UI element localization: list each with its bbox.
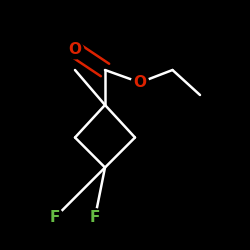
Circle shape	[66, 41, 84, 59]
Circle shape	[131, 74, 149, 91]
Text: F: F	[90, 210, 100, 225]
Text: O: O	[134, 75, 146, 90]
Circle shape	[46, 209, 64, 226]
Text: O: O	[68, 42, 82, 58]
Text: F: F	[50, 210, 60, 225]
Circle shape	[86, 209, 104, 226]
